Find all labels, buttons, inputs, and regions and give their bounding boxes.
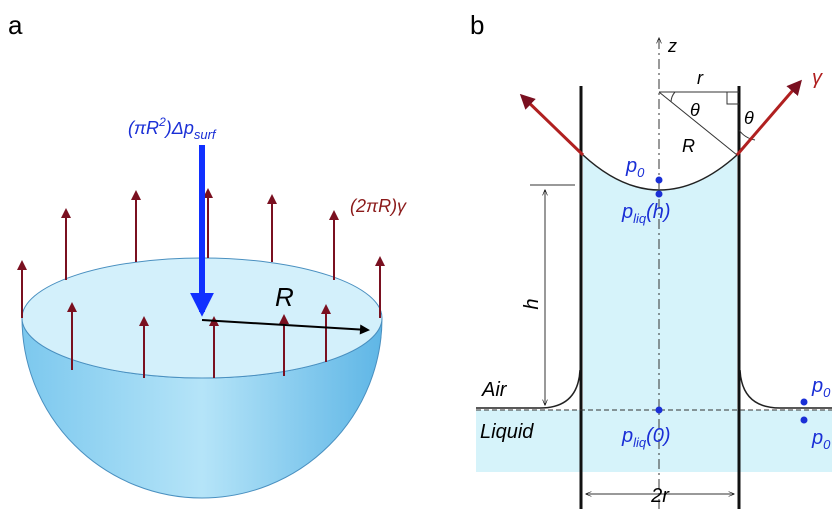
z-label: z — [667, 36, 677, 56]
panel-label: a — [8, 10, 23, 40]
pliq-0-label: pliq(0) — [621, 425, 671, 450]
angle-arc — [671, 92, 675, 102]
h-label: h — [521, 298, 543, 309]
theta-label: θ — [744, 108, 754, 128]
gamma-label: γ — [812, 67, 823, 89]
theta-label: θ — [690, 100, 700, 120]
tension-label: (2πR)γ — [350, 196, 407, 216]
air-label: Air — [481, 379, 508, 401]
pliq-h-label: pliq(h) — [621, 201, 671, 226]
tension-arrow — [522, 96, 583, 155]
liquid-label: Liquid — [480, 421, 534, 443]
r-label: r — [697, 68, 704, 88]
right-angle — [727, 92, 739, 104]
radius-label: R — [275, 282, 294, 312]
p0-label: p0 — [625, 155, 645, 180]
panel-label: b — [470, 10, 484, 40]
radius-label: R — [682, 136, 695, 156]
figure: a (πR2)Δpsurf (2πR)γ R b z r θ θ R γ p0 … — [0, 0, 832, 509]
width-label: 2r — [650, 485, 670, 507]
pressure-label: (πR2)Δpsurf — [128, 115, 217, 142]
p0-label: p0 — [811, 375, 831, 400]
